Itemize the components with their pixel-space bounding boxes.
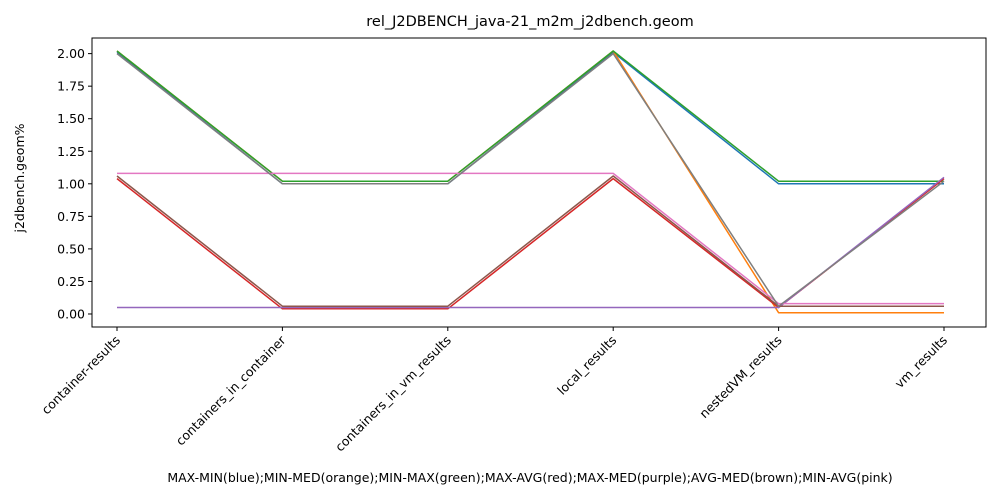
y-tick-label: 0.75 <box>57 209 85 224</box>
series-line-7 <box>116 52 945 307</box>
y-tick-label: 2.00 <box>57 46 85 61</box>
chart-title: rel_J2DBENCH_java-21_m2m_j2dbench.geom <box>366 14 693 30</box>
series-line-6 <box>117 172 944 305</box>
y-tick-label: 1.75 <box>57 79 85 94</box>
plot-frame <box>91 37 987 328</box>
series-layer <box>116 50 945 314</box>
series-line-2 <box>116 50 944 182</box>
y-tick-label: 1.25 <box>57 144 85 159</box>
y-tick-label: 0.00 <box>57 306 85 321</box>
x-axis-label: MAX-MIN(blue);MIN-MED(orange);MIN-MAX(gr… <box>167 470 892 485</box>
y-axis-ticks: 0.00 0.25 0.50 0.75 1.00 1.25 1.50 1.75 2.00 <box>57 46 92 321</box>
y-tick-label: 0.25 <box>57 274 85 289</box>
y-axis-label: j2dbench.geom% <box>12 123 27 233</box>
series-line-5 <box>116 175 944 307</box>
y-tick-label: 0.50 <box>57 241 85 256</box>
y-tick-label: 1.50 <box>57 111 85 126</box>
y-tick-label: 1.00 <box>57 176 85 191</box>
